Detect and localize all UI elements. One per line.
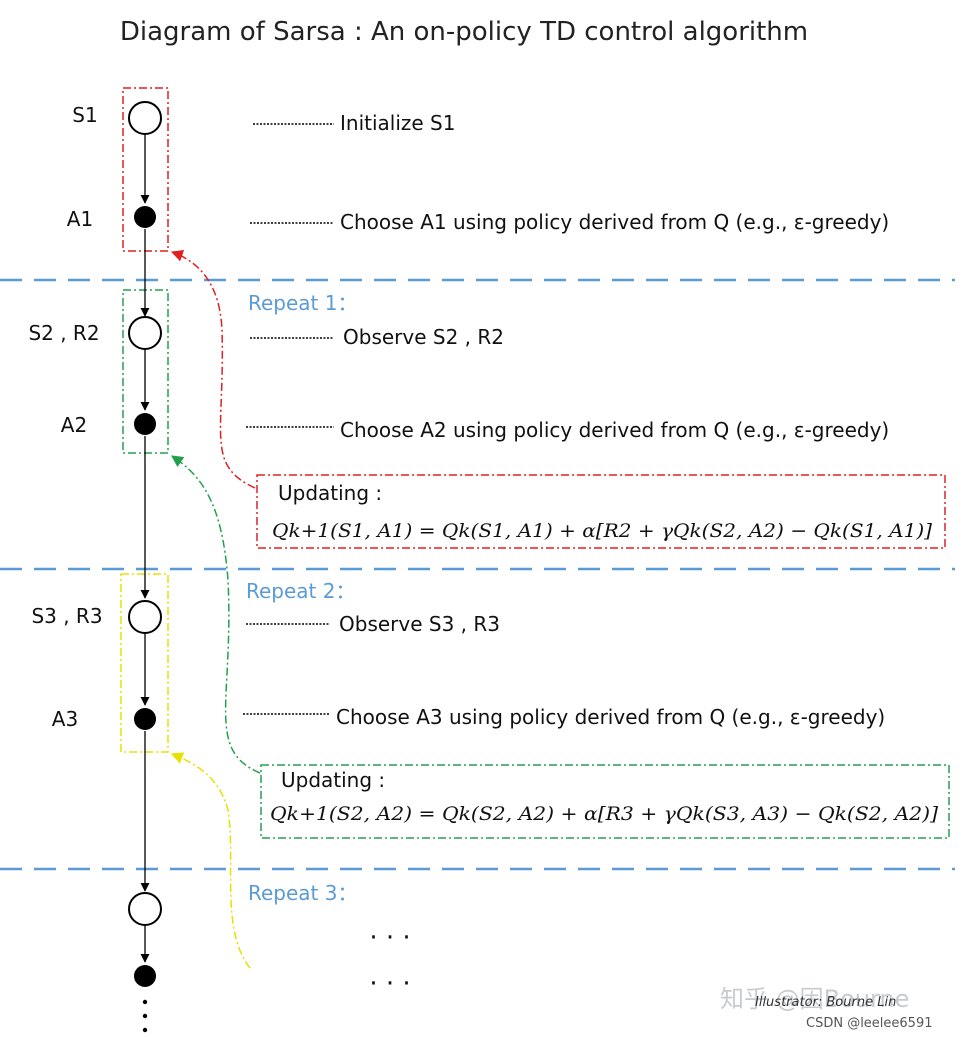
update-box-2: [260, 764, 950, 839]
update-1-label: Updating :: [278, 481, 382, 505]
node-label-a1: A1: [67, 207, 93, 231]
state-node-s1: [128, 101, 162, 135]
step-initialize-s1: Initialize S1: [340, 111, 455, 135]
update-2-equation: Qk+1(S2, A2) = Qk(S2, A2) + α[R3 + γQk(S…: [270, 803, 939, 825]
action-node-a2: [134, 413, 156, 435]
step-choose-a2: Choose A2 using policy derived from Q (e…: [340, 418, 889, 442]
node-label-a2: A2: [61, 413, 87, 437]
state-node-s3: [128, 600, 162, 634]
watermark-illustrator: Illustrator: Bourne Lin: [755, 995, 896, 1010]
update-2-label: Updating :: [281, 768, 385, 792]
step-choose-a3: Choose A3 using policy derived from Q (e…: [336, 705, 885, 729]
node-label-s1: S1: [72, 103, 97, 127]
step-observe-s2: Observe S2 , R2: [343, 325, 504, 349]
ellipsis-row-1: · · ·: [369, 923, 410, 953]
feedback-arrow-green: [171, 455, 261, 774]
repeat-2-label: Repeat 2：: [246, 579, 355, 603]
feedback-arrow-red: [170, 249, 256, 489]
step-observe-s3: Observe S3 , R3: [339, 612, 500, 636]
update-1-equation: Qk+1(S1, A1) = Qk(S1, A1) + α[R2 + γQk(S…: [272, 520, 933, 542]
action-node-a4: [134, 965, 156, 987]
action-node-a1: [134, 206, 156, 228]
state-node-s4: [128, 892, 162, 926]
repeat-3-label: Repeat 3：: [248, 881, 357, 905]
repeat-1-label: Repeat 1：: [248, 291, 357, 315]
step-choose-a1: Choose A1 using policy derived from Q (e…: [340, 210, 889, 234]
diagram-title: Diagram of Sarsa : An on-policy TD contr…: [120, 17, 808, 47]
update-box-1: [256, 474, 946, 549]
watermark-zhihu: 知乎 @因Bourne: [720, 985, 909, 1013]
feedback-arrow-yellow: [170, 752, 251, 969]
watermark-csdn: CSDN @leelee6591: [806, 1016, 933, 1031]
node-label-s2: S2 , R2: [28, 321, 99, 345]
node-label-a3: A3: [52, 707, 78, 731]
node-label-s3: S3 , R3: [31, 604, 102, 628]
chain-continuation-dots: [142, 999, 148, 1033]
state-node-s2: [128, 316, 162, 350]
ellipsis-row-2: · · ·: [369, 969, 410, 999]
action-node-a3: [134, 708, 156, 730]
